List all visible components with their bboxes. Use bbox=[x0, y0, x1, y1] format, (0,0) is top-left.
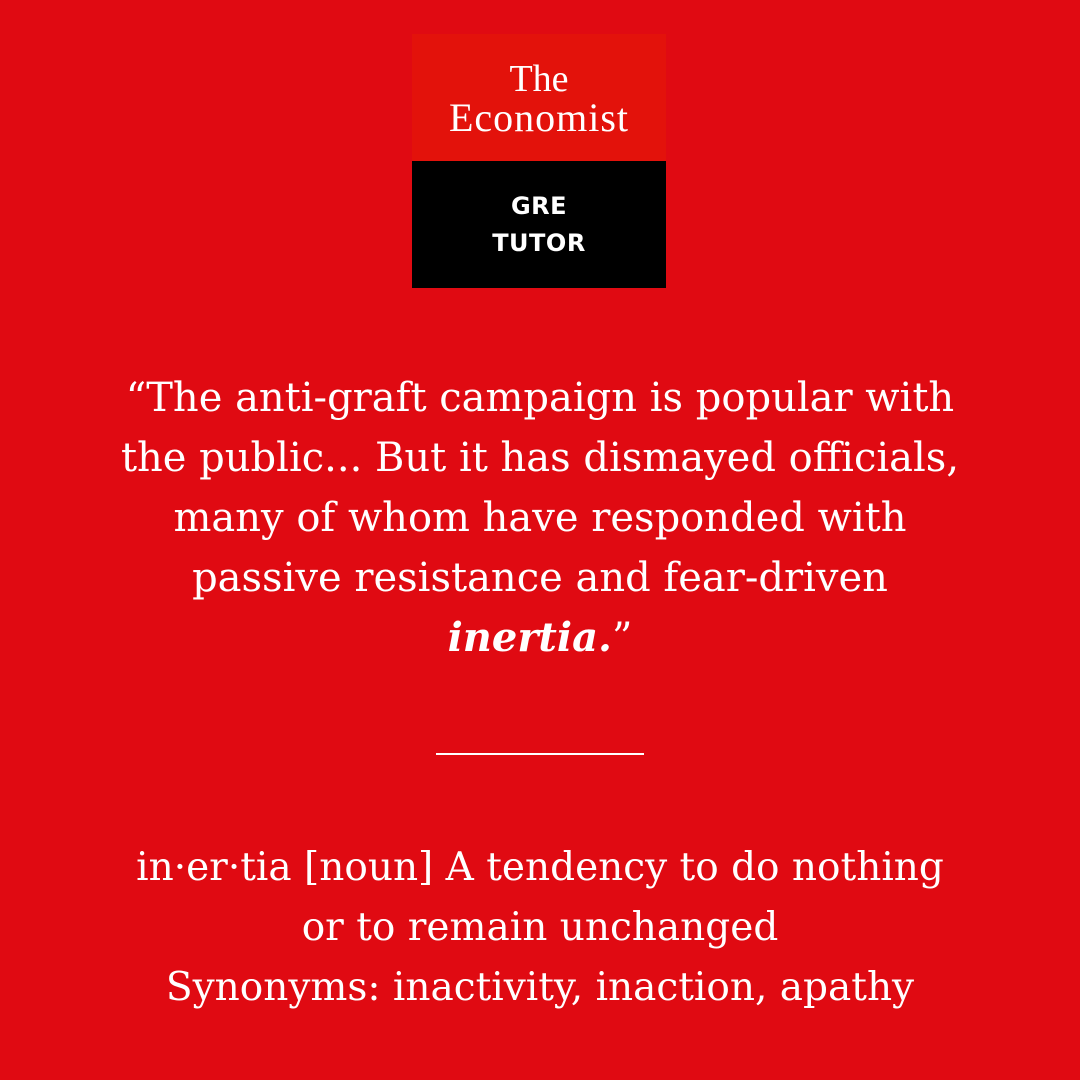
synonyms-line: Synonyms: inactivity, inaction, apathy bbox=[165, 965, 915, 1010]
logo-brand-line2: Economist bbox=[448, 94, 630, 140]
logo-brand-block: The Economist bbox=[412, 34, 666, 161]
quote-highlight-word: inertia. bbox=[447, 614, 612, 661]
definition-line2: or to remain unchanged bbox=[301, 905, 779, 950]
logo-product-block: GRE TUTOR bbox=[412, 161, 666, 288]
logo-brand-line1: The bbox=[509, 57, 569, 100]
definition-block: in·er·tia [noun] A tendency to do nothin… bbox=[80, 838, 1000, 1018]
economist-gre-tutor-logo: The Economist GRE TUTOR bbox=[412, 34, 666, 288]
logo-product-line1: GRE bbox=[510, 191, 568, 220]
divider bbox=[436, 753, 644, 755]
quote-before: “The anti-graft campaign is popular with… bbox=[120, 375, 960, 601]
quote-text: “The anti-graft campaign is popular with… bbox=[100, 368, 980, 668]
definition-line1: in·er·tia [noun] A tendency to do nothin… bbox=[136, 845, 944, 890]
quote-after: ” bbox=[611, 615, 633, 661]
logo-product-line2: TUTOR bbox=[492, 228, 586, 257]
